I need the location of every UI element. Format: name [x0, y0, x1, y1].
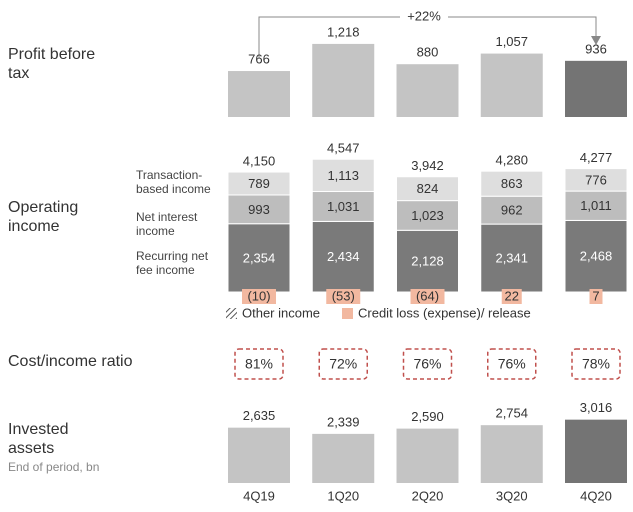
segment-label: 2,434: [327, 249, 360, 264]
segment-label: 2,341: [495, 250, 528, 265]
row-title: Invested assets: [8, 421, 69, 457]
series-label: Net interest income: [136, 210, 198, 238]
bar-segment: [564, 219, 628, 293]
legend-swatch: [226, 308, 237, 319]
bar: [480, 425, 543, 483]
annotation: +22%: [407, 8, 441, 23]
bar: [396, 64, 459, 117]
bar: [228, 71, 290, 117]
x-tick-label: 2Q20: [412, 488, 444, 503]
bar: [312, 43, 375, 117]
ratio-box: [487, 348, 537, 380]
x-tick-label: 4Q20: [580, 488, 612, 503]
value-label: 2,754: [495, 406, 528, 421]
credit-loss-label: (10): [247, 288, 270, 303]
bar-segment: [564, 190, 628, 221]
legend-swatch: [342, 308, 353, 319]
bar-segment: [311, 158, 375, 193]
bar-segment: [480, 195, 544, 225]
bar-segment: [396, 176, 459, 202]
segment-label: 962: [501, 203, 523, 218]
segment-label: 2,354: [243, 250, 276, 265]
credit-loss-box: [410, 289, 445, 304]
total-label: 4,277: [580, 150, 613, 165]
segment-label: 2,468: [580, 249, 613, 264]
row-subtitle: End of period, bn: [8, 460, 100, 474]
segment-label: 863: [501, 176, 523, 191]
segment-label: 2,128: [411, 254, 444, 269]
bar: [480, 53, 543, 117]
bar-segment: [480, 170, 544, 197]
bar: [228, 427, 290, 483]
segment-label: 1,023: [411, 208, 444, 223]
bar-segment: [227, 171, 291, 196]
credit-loss-label: (53): [332, 288, 355, 303]
total-label: 4,547: [327, 141, 360, 156]
bar: [565, 60, 627, 117]
value-label: 3,016: [580, 400, 613, 415]
bar-segment: [227, 194, 291, 225]
bar-segment: [396, 229, 459, 293]
value-label: 2,590: [411, 409, 444, 424]
ratio-box: [234, 348, 284, 380]
bar: [396, 428, 459, 483]
arrow-head: [591, 36, 601, 45]
ratio-box: [571, 348, 621, 380]
credit-loss-box: [242, 289, 276, 304]
x-tick-label: 1Q20: [327, 488, 359, 503]
segment-label: 824: [417, 181, 439, 196]
value-label: 766: [248, 51, 270, 66]
segment-label: 1,011: [580, 198, 612, 213]
bar-segment: [311, 220, 375, 293]
segment-label: 789: [248, 176, 270, 191]
annotation-bg: [400, 8, 448, 26]
value-label: 1,218: [327, 24, 360, 39]
segment-label: 1,113: [327, 168, 359, 183]
total-label: 3,942: [411, 158, 444, 173]
legend-label: Other income: [242, 305, 320, 320]
credit-loss-box: [326, 289, 361, 304]
series-label: Transaction-based income: [136, 168, 211, 196]
bar-segment: [564, 168, 628, 192]
value-label: 2,339: [327, 414, 360, 429]
ratio-label: 78%: [582, 356, 610, 372]
ratio-label: 81%: [245, 356, 273, 372]
ratio-label: 72%: [329, 356, 357, 372]
ratio-box: [318, 348, 368, 380]
bar: [565, 419, 627, 483]
segment-label: 993: [248, 202, 270, 217]
row-title: Profit before tax: [8, 46, 96, 82]
bar-segment: [480, 223, 544, 293]
credit-loss-label: 7: [592, 288, 599, 303]
credit-loss-label: 22: [505, 288, 519, 303]
row-title: Operating income: [8, 199, 79, 235]
value-label: 1,057: [495, 34, 528, 49]
legend-label: Credit loss (expense)/ release: [358, 305, 531, 320]
series-label: Recurring net fee income: [136, 249, 209, 277]
total-label: 4,150: [243, 153, 276, 168]
segment-label: 776: [585, 172, 607, 187]
segment-label: 1,031: [327, 199, 360, 214]
value-label: 2,635: [243, 408, 276, 423]
bar: [312, 433, 375, 483]
ratio-box: [402, 348, 453, 380]
x-tick-label: 3Q20: [496, 488, 528, 503]
credit-loss-box: [501, 289, 522, 304]
total-label: 4,280: [495, 153, 528, 168]
value-label: 880: [417, 45, 439, 60]
credit-loss-label: (64): [416, 288, 439, 303]
ratio-label: 76%: [498, 356, 526, 372]
row-title: Cost/income ratio: [8, 353, 133, 370]
ratio-label: 76%: [413, 356, 441, 372]
value-label: 936: [585, 41, 607, 56]
credit-loss-box: [589, 289, 603, 304]
x-tick-label: 4Q19: [243, 488, 275, 503]
